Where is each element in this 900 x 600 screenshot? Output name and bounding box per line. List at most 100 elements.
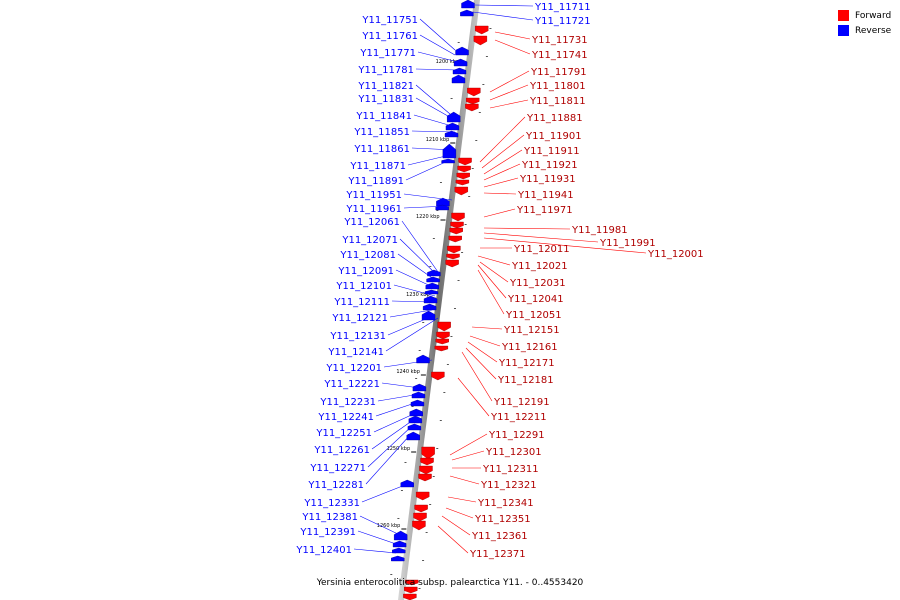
forward-gene-arrow[interactable]	[454, 186, 469, 196]
forward-gene-label[interactable]: Y11_12011	[513, 244, 570, 255]
reverse-gene-arrow[interactable]	[460, 9, 474, 17]
reverse-gene-arrow[interactable]	[411, 391, 426, 399]
forward-gene-arrow[interactable]	[465, 103, 479, 112]
reverse-gene-arrow[interactable]	[455, 46, 469, 56]
reverse-gene-label[interactable]: Y11_12111	[333, 297, 390, 308]
forward-gene-arrow[interactable]	[419, 465, 433, 475]
reverse-gene-arrow[interactable]	[425, 282, 439, 290]
reverse-gene-label[interactable]: Y11_11721	[534, 16, 591, 27]
reverse-gene-label[interactable]: Y11_12381	[301, 512, 358, 523]
forward-gene-label[interactable]: Y11_11971	[516, 205, 573, 216]
forward-gene-label[interactable]: Y11_12151	[503, 325, 560, 336]
reverse-gene-label[interactable]: Y11_11891	[347, 176, 404, 187]
forward-gene-label[interactable]: Y11_12051	[505, 310, 562, 321]
forward-gene-arrow[interactable]	[414, 504, 428, 513]
forward-gene-arrow[interactable]	[420, 457, 434, 466]
reverse-gene-arrow[interactable]	[412, 383, 427, 392]
forward-gene-label[interactable]: Y11_11741	[531, 50, 588, 61]
forward-gene-label[interactable]: Y11_12371	[469, 549, 526, 560]
forward-gene-arrow[interactable]	[435, 338, 449, 345]
reverse-gene-label[interactable]: Y11_12231	[319, 397, 376, 408]
reverse-gene-arrow[interactable]	[410, 399, 425, 407]
forward-gene-arrow[interactable]	[473, 35, 488, 46]
reverse-gene-label[interactable]: Y11_11841	[355, 111, 412, 122]
forward-gene-label[interactable]: Y11_12041	[507, 294, 564, 305]
forward-gene-arrow[interactable]	[447, 245, 461, 254]
reverse-gene-label[interactable]: Y11_11831	[357, 94, 414, 105]
reverse-gene-arrow[interactable]	[423, 295, 438, 304]
reverse-gene-label[interactable]: Y11_12091	[337, 266, 394, 277]
forward-gene-arrow[interactable]	[434, 345, 449, 352]
reverse-gene-label[interactable]: Y11_11961	[345, 204, 402, 215]
forward-gene-arrow[interactable]	[421, 446, 435, 460]
reverse-gene-arrow[interactable]	[426, 276, 440, 283]
reverse-gene-label[interactable]: Y11_12391	[299, 527, 356, 538]
reverse-gene-label[interactable]: Y11_12221	[323, 379, 380, 390]
forward-gene-arrow[interactable]	[467, 87, 481, 97]
forward-gene-label[interactable]: Y11_12161	[501, 342, 558, 353]
reverse-gene-arrow[interactable]	[445, 122, 460, 131]
forward-gene-label[interactable]: Y11_11881	[526, 113, 583, 124]
reverse-gene-label[interactable]: Y11_11821	[357, 81, 414, 92]
reverse-gene-arrow[interactable]	[407, 423, 422, 431]
forward-gene-arrow[interactable]	[404, 586, 418, 594]
forward-gene-label[interactable]: Y11_11801	[529, 81, 586, 92]
reverse-gene-arrow[interactable]	[451, 74, 466, 84]
reverse-gene-label[interactable]: Y11_12071	[341, 235, 398, 246]
reverse-gene-label[interactable]: Y11_12281	[307, 480, 364, 491]
forward-gene-arrow[interactable]	[466, 97, 480, 105]
forward-gene-label[interactable]: Y11_11991	[599, 238, 656, 249]
reverse-gene-label[interactable]: Y11_11751	[361, 15, 418, 26]
reverse-gene-label[interactable]: Y11_12081	[339, 250, 396, 261]
reverse-gene-label[interactable]: Y11_11871	[349, 161, 406, 172]
forward-gene-label[interactable]: Y11_12001	[647, 249, 704, 260]
reverse-gene-arrow[interactable]	[391, 555, 405, 562]
reverse-gene-label[interactable]: Y11_12121	[331, 313, 388, 324]
forward-gene-label[interactable]: Y11_11931	[519, 174, 576, 185]
forward-gene-arrow[interactable]	[413, 512, 427, 522]
reverse-gene-label[interactable]: Y11_12061	[343, 217, 400, 228]
forward-gene-label[interactable]: Y11_12031	[509, 278, 566, 289]
forward-gene-arrow[interactable]	[458, 157, 472, 166]
reverse-gene-label[interactable]: Y11_11951	[345, 190, 402, 201]
forward-gene-arrow[interactable]	[475, 25, 489, 35]
reverse-gene-label[interactable]: Y11_12401	[295, 545, 352, 556]
forward-gene-label[interactable]: Y11_11811	[529, 96, 586, 107]
forward-gene-arrow[interactable]	[403, 593, 417, 600]
reverse-gene-label[interactable]: Y11_11861	[353, 144, 410, 155]
reverse-gene-arrow[interactable]	[442, 143, 457, 159]
forward-gene-label[interactable]: Y11_11731	[531, 35, 588, 46]
forward-gene-label[interactable]: Y11_11921	[521, 160, 578, 171]
reverse-gene-label[interactable]: Y11_12101	[335, 281, 392, 292]
reverse-gene-arrow[interactable]	[393, 530, 408, 541]
forward-gene-label[interactable]: Y11_12361	[471, 531, 528, 542]
forward-gene-label[interactable]: Y11_12321	[480, 480, 537, 491]
reverse-gene-arrow[interactable]	[446, 111, 461, 123]
forward-gene-arrow[interactable]	[436, 331, 450, 340]
forward-gene-label[interactable]: Y11_12301	[485, 447, 542, 458]
reverse-gene-label[interactable]: Y11_12251	[315, 428, 372, 439]
forward-gene-label[interactable]: Y11_12181	[497, 375, 554, 386]
forward-gene-label[interactable]: Y11_11981	[571, 225, 628, 236]
reverse-gene-label[interactable]: Y11_12331	[303, 498, 360, 509]
forward-gene-arrow[interactable]	[431, 371, 445, 381]
reverse-gene-label[interactable]: Y11_12141	[327, 347, 384, 358]
forward-gene-arrow[interactable]	[456, 172, 470, 180]
forward-gene-label[interactable]: Y11_11911	[523, 146, 580, 157]
forward-gene-arrow[interactable]	[405, 579, 419, 586]
forward-gene-label[interactable]: Y11_12171	[498, 358, 555, 369]
reverse-gene-arrow[interactable]	[406, 431, 420, 441]
reverse-gene-label[interactable]: Y11_11851	[353, 127, 410, 138]
reverse-gene-label[interactable]: Y11_11781	[357, 65, 414, 76]
reverse-gene-arrow[interactable]	[461, 0, 475, 9]
forward-gene-arrow[interactable]	[412, 520, 426, 531]
forward-gene-label[interactable]: Y11_11941	[517, 190, 574, 201]
forward-gene-arrow[interactable]	[418, 473, 432, 482]
reverse-gene-label[interactable]: Y11_11711	[534, 2, 591, 13]
forward-gene-arrow[interactable]	[448, 235, 462, 243]
forward-gene-label[interactable]: Y11_12191	[493, 397, 550, 408]
reverse-gene-arrow[interactable]	[427, 269, 441, 277]
forward-gene-arrow[interactable]	[455, 179, 470, 186]
reverse-gene-label[interactable]: Y11_12261	[313, 445, 370, 456]
forward-gene-label[interactable]: Y11_12351	[474, 514, 531, 525]
